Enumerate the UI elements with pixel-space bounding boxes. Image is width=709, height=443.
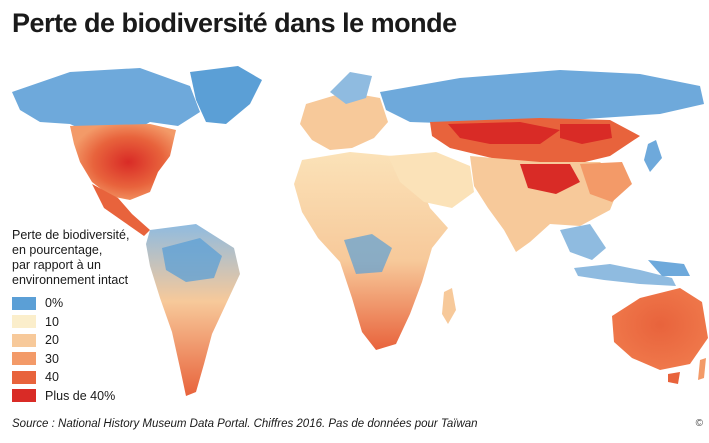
- legend-swatch: [12, 296, 36, 310]
- legend-swatch: [12, 389, 36, 403]
- world-map: [12, 66, 708, 396]
- south-asia-shape: [470, 156, 622, 252]
- southeast-asia-shape: [560, 224, 606, 260]
- legend-item: 30: [12, 350, 172, 369]
- legend-title: Perte de biodiversité, en pourcentage, p…: [12, 228, 172, 288]
- china-east-shape: [580, 162, 632, 202]
- mongolia-shape: [560, 124, 612, 144]
- europe-shape: [300, 92, 388, 150]
- legend-label: Plus de 40%: [45, 388, 116, 403]
- legend-title-line: environnement intact: [12, 273, 129, 287]
- legend-swatch: [12, 333, 36, 347]
- copyright-mark: ©: [695, 418, 703, 429]
- new-guinea-shape: [648, 260, 690, 276]
- legend-title-line: par rapport à un: [12, 258, 101, 272]
- central-america-shape: [92, 184, 150, 236]
- legend-swatch: [12, 352, 36, 366]
- japan-shape: [644, 140, 662, 172]
- legend-title-line: Perte de biodiversité,: [12, 228, 130, 242]
- indonesia-shape: [574, 264, 676, 286]
- legend-item: Plus de 40%: [12, 387, 172, 406]
- legend-label: 0%: [45, 296, 64, 311]
- amazon-shape: [162, 238, 222, 282]
- australia-shape: [612, 288, 708, 370]
- north-america-north-shape: [12, 68, 200, 136]
- legend-item: 40: [12, 368, 172, 387]
- legend-label: 10: [45, 314, 59, 329]
- middle-east-shape: [388, 152, 474, 208]
- legend-label: 30: [45, 351, 59, 366]
- tasmania-shape: [668, 372, 680, 384]
- legend-item: 0%: [12, 294, 172, 313]
- source-note: Source : National History Museum Data Po…: [12, 418, 478, 430]
- scandinavia-shape: [330, 72, 372, 104]
- greenland-shape: [190, 66, 262, 124]
- legend-item: 20: [12, 331, 172, 350]
- map-title: Perte de biodiversité dans le monde: [12, 8, 457, 38]
- legend-label: 20: [45, 333, 59, 348]
- legend-swatch: [12, 315, 36, 329]
- north-asia-shape: [380, 70, 704, 124]
- north-america-usa-shape: [70, 124, 176, 200]
- kazakh-steppe-shape: [448, 122, 560, 144]
- legend-swatch: [12, 370, 36, 384]
- congo-shape: [344, 234, 392, 274]
- madagascar-shape: [442, 288, 456, 324]
- legend: Perte de biodiversité, en pourcentage, p…: [12, 228, 172, 405]
- legend-title-line: en pourcentage,: [12, 243, 103, 257]
- legend-item: 10: [12, 313, 172, 332]
- tibet-shape: [520, 164, 580, 194]
- legend-label: 40: [45, 370, 59, 385]
- new-zealand-shape: [698, 358, 706, 380]
